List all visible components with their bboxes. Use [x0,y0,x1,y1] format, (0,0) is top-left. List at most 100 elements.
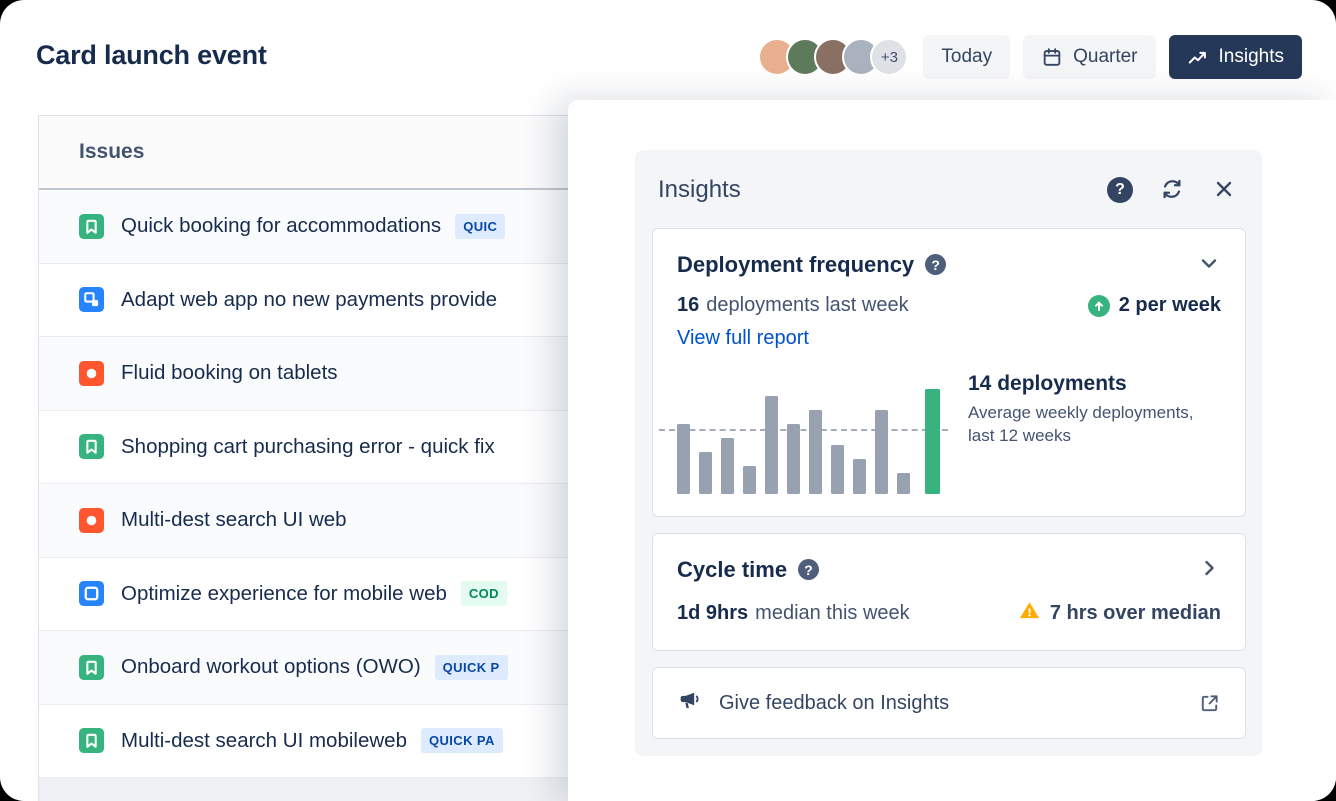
subtask-icon [79,287,104,313]
cycle-card-title: Cycle time [677,556,788,582]
story-icon [79,434,104,460]
chevron-right-icon [1197,556,1221,583]
help-icon: ? [1107,177,1133,203]
quarter-button-label: Quarter [1073,46,1138,67]
task-icon [79,581,104,607]
deployment-average-caption: 14 deployments Average weekly deployment… [968,372,1220,448]
cycle-warning-text: 7 hrs over median [1049,602,1221,624]
issue-badge: QUICK PA [420,728,503,754]
issue-row[interactable]: Fluid booking on tablets [39,337,568,411]
issue-row[interactable]: Shopping cart purchasing error - quick f… [39,410,568,484]
deployment-count: 16 [677,294,700,316]
refresh-icon [1159,176,1185,205]
cycle-stat-row: 1d 9hrs median this week 7 hrs over medi… [677,599,1221,628]
insights-panel: Insights ? [635,150,1262,756]
issue-row[interactable]: Quick booking for accommodations QUIC [39,190,568,264]
feedback-card[interactable]: Give feedback on Insights [652,667,1246,739]
deployment-card-title: Deployment frequency [677,251,915,277]
insights-overlay: Insights ? [568,100,1336,801]
cycle-median-label: median this week [755,602,910,624]
issue-row[interactable]: Optimize experience for mobile web COD [39,557,568,631]
average-line [659,429,948,431]
avatar-group[interactable]: +3 [758,38,909,76]
issues-partial-row [39,778,568,801]
insights-button[interactable]: Insights [1168,35,1302,79]
warning-icon [1018,599,1041,628]
chart-bar [677,424,690,494]
close-button[interactable] [1210,176,1238,204]
chart-bar [875,410,888,494]
deployment-stat-row: 16 deployments last week 2 per week [677,294,1221,317]
issue-row[interactable]: Onboard workout options (OWO) QUICK P [39,631,568,705]
chart-bar [765,396,778,494]
cycle-time-card: Cycle time ? 1d 9hrs median this week [652,533,1246,651]
chart-bar [809,410,822,494]
view-full-report-link[interactable]: View full report [677,327,809,349]
help-button[interactable]: ? [1106,176,1134,204]
issue-badge: QUIC [455,213,506,239]
refresh-button[interactable] [1158,176,1186,204]
deployment-trend: 2 per week [1087,294,1221,317]
story-icon [79,654,104,680]
cycle-median-value: 1d 9hrs [677,602,749,624]
issue-title: Multi-dest search UI mobileweb [121,728,407,752]
deployment-chart [659,378,948,494]
today-button[interactable]: Today [923,35,1011,79]
collapse-button[interactable] [1197,251,1221,278]
trend-up-icon [1087,294,1110,317]
megaphone-icon [677,688,702,718]
feedback-label: Give feedback on Insights [719,691,950,714]
close-icon [1212,177,1236,204]
issue-title: Onboard workout options (OWO) [121,655,421,679]
trend-chart-icon [1187,46,1209,68]
external-link-icon [1198,692,1221,715]
deployment-count-label: deployments last week [706,294,909,316]
cycle-warning: 7 hrs over median [1018,599,1221,628]
issue-row[interactable]: Multi-dest search UI mobileweb QUICK PA [39,704,568,778]
chart-bar-current [925,389,940,494]
avatar-overflow-count[interactable]: +3 [870,38,909,76]
issue-title: Multi-dest search UI web [121,508,347,532]
chart-bar [787,424,800,494]
issues-panel: Issues Quick booking for accommodations Q… [38,115,568,801]
insights-button-label: Insights [1218,46,1284,67]
deployment-frequency-card: Deployment frequency ? 16 deployments la… [652,228,1246,517]
bug-icon [79,507,104,533]
insights-panel-header: Insights ? [658,176,1238,204]
calendar-icon [1041,46,1063,68]
issue-title: Adapt web app no new payments provide [121,287,498,311]
chart-bar [831,445,844,494]
page-title: Card launch event [36,40,267,70]
issue-badge: COD [460,581,507,607]
help-icon[interactable]: ? [798,559,820,580]
chart-bar [743,466,756,494]
issue-title: Shopping cart purchasing error - quick f… [121,434,495,458]
issue-row[interactable]: Adapt web app no new payments provide [39,263,568,337]
deployment-card-header: Deployment frequency ? [677,251,1221,278]
chart-bar [721,438,734,494]
story-icon [79,728,104,754]
header-controls: +3 Today Quarter Insights [758,35,1302,79]
issue-badge: QUICK P [434,654,508,680]
insights-panel-actions: ? [1106,176,1238,204]
bug-icon [79,360,104,386]
help-icon[interactable]: ? [925,254,947,275]
issues-column-header: Issues [39,116,568,190]
expand-button[interactable] [1197,556,1221,583]
issues-list: Quick booking for accommodations QUIC Adap… [39,190,568,778]
quarter-button[interactable]: Quarter [1023,35,1156,79]
story-icon [79,213,104,239]
today-button-label: Today [941,46,993,67]
chart-bar [853,459,866,494]
average-deployments-value: 14 deployments [968,372,1127,395]
chart-bar [699,452,712,494]
deployment-chart-row: 14 deployments Average weekly deployment… [659,372,1221,494]
issue-title: Fluid booking on tablets [121,361,338,385]
issue-row[interactable]: Multi-dest search UI web [39,484,568,558]
chevron-down-icon [1197,251,1221,278]
issue-title: Optimize experience for mobile web [121,581,447,605]
cycle-card-header: Cycle time ? [677,556,1221,583]
average-deployments-label: Average weekly deployments, last 12 week… [968,403,1194,445]
deployment-trend-value: 2 per week [1118,294,1221,316]
